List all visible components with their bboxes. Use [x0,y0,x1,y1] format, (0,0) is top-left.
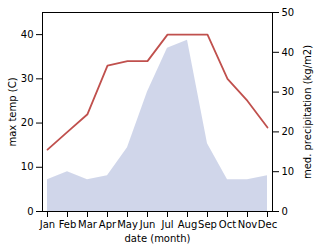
svg-text:30: 30 [282,86,295,97]
svg-text:Mar: Mar [78,219,98,230]
svg-text:med. precipitation (kg/m2): med. precipitation (kg/m2) [302,45,313,179]
svg-text:Jan: Jan [39,219,55,230]
svg-text:Aug: Aug [178,219,198,230]
svg-text:date (month): date (month) [125,233,191,244]
svg-text:50: 50 [282,7,295,18]
svg-text:0: 0 [27,206,33,217]
svg-text:10: 10 [21,161,34,172]
svg-text:Dec: Dec [258,219,277,230]
svg-text:20: 20 [282,126,295,137]
svg-text:Oct: Oct [219,219,236,230]
svg-text:0: 0 [282,206,288,217]
svg-text:10: 10 [282,166,295,177]
svg-text:40: 40 [282,47,295,58]
svg-text:Feb: Feb [59,219,77,230]
svg-text:20: 20 [21,117,34,128]
svg-text:30: 30 [21,73,34,84]
svg-text:May: May [117,219,138,230]
svg-text:Jun: Jun [139,219,156,230]
svg-text:max temp (C): max temp (C) [7,77,18,146]
svg-text:Nov: Nov [238,219,258,230]
svg-text:Jul: Jul [160,219,173,230]
svg-text:Apr: Apr [99,219,117,230]
svg-text:Sep: Sep [198,219,217,230]
svg-text:40: 40 [21,29,34,40]
